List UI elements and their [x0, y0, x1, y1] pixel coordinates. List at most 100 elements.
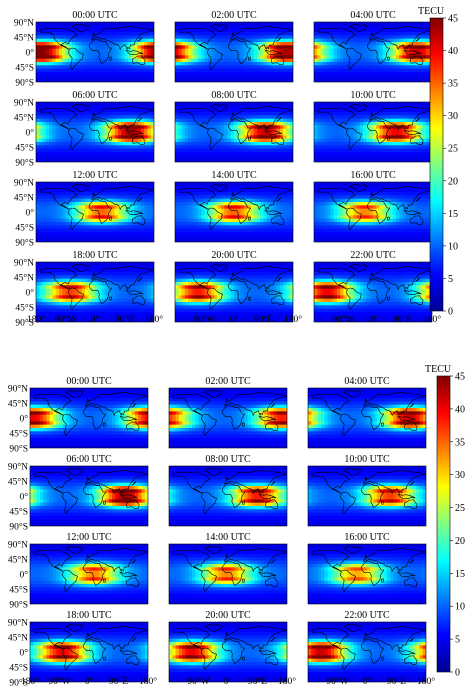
tec-cell — [230, 108, 235, 113]
tec-cell — [52, 148, 57, 153]
tec-cell — [49, 68, 53, 73]
tec-cell — [108, 195, 112, 200]
tec-cell — [131, 205, 135, 210]
tec-cell — [55, 45, 60, 50]
tec-cell — [399, 112, 403, 116]
tec-cell — [147, 105, 152, 110]
tec-cell — [379, 115, 384, 120]
tec-cell — [39, 155, 43, 160]
lat-tick-label: 45°N — [14, 33, 34, 44]
tec-cell — [273, 125, 278, 130]
tec-field — [175, 182, 293, 242]
tec-cell — [140, 152, 145, 156]
tec-cell — [289, 68, 293, 73]
tec-cell — [266, 102, 271, 106]
tec-cell — [49, 55, 53, 60]
tec-cell — [389, 78, 394, 82]
tec-cell — [369, 35, 374, 40]
tec-cell — [289, 195, 293, 200]
tec-cell — [65, 78, 70, 82]
tec-cell — [343, 138, 348, 143]
tec-cell — [405, 75, 410, 80]
tec-cell — [270, 102, 274, 106]
tec-cell — [346, 45, 351, 50]
tec-cell — [237, 155, 241, 160]
tec-cell — [366, 155, 371, 160]
tec-cell — [188, 205, 192, 210]
tec-cell — [201, 32, 205, 36]
tec-cell — [91, 238, 96, 242]
tec-cell — [330, 52, 335, 56]
tec-cell — [425, 65, 430, 70]
tec-cell — [250, 62, 255, 66]
tec-cell — [263, 38, 268, 43]
tec-cell — [194, 78, 199, 82]
tec-cell — [366, 62, 371, 66]
tec-cell — [49, 75, 53, 80]
coastline — [387, 56, 390, 61]
tec-cell — [75, 118, 80, 123]
tec-cell — [72, 132, 76, 136]
tec-cell — [78, 32, 83, 36]
tec-cell — [144, 155, 148, 160]
tec-cell — [276, 202, 281, 206]
tec-cell — [55, 182, 60, 186]
tec-cell — [425, 28, 430, 33]
tec-cell — [45, 195, 50, 200]
tec-cell — [144, 142, 148, 146]
tec-cell — [111, 58, 116, 63]
tec-cell — [62, 32, 66, 36]
tec-cell — [234, 192, 238, 196]
tec-cell — [286, 185, 291, 190]
tec-cell — [409, 55, 413, 60]
tec-cell — [327, 158, 331, 162]
tec-cell — [283, 52, 287, 56]
tec-cell — [386, 38, 390, 43]
tec-cell — [197, 182, 202, 186]
tec-cell — [376, 115, 380, 120]
tec-cell — [250, 148, 255, 153]
tec-cell — [409, 62, 413, 66]
tec-cell — [263, 58, 268, 63]
tec-cell — [117, 45, 122, 50]
tec-cell — [234, 32, 238, 36]
tec-cell — [382, 138, 387, 143]
tec-cell — [188, 195, 192, 200]
tec-cell — [191, 105, 196, 110]
tec-cell — [409, 112, 413, 116]
tec-cell — [211, 108, 215, 113]
tec-cell — [422, 132, 426, 136]
tec-cell — [323, 45, 328, 50]
tec-cell — [243, 188, 248, 193]
tec-cell — [98, 115, 102, 120]
tec-cell — [409, 65, 413, 70]
tec-cell — [144, 132, 148, 136]
tec-cell — [65, 192, 70, 196]
tec-cell — [317, 132, 321, 136]
map-title: 04:00 UTC — [350, 10, 396, 21]
tec-cell — [256, 158, 261, 162]
tec-cell — [181, 62, 186, 66]
tec-cell — [353, 35, 358, 40]
tec-cell — [104, 125, 109, 130]
tec-cell — [52, 22, 57, 26]
tec-cell — [52, 58, 57, 63]
tec-cell — [317, 118, 321, 123]
tec-cell — [104, 155, 109, 160]
tec-cell — [197, 28, 202, 33]
tec-cell — [363, 62, 367, 66]
tec-cell — [36, 62, 40, 66]
tec-cell — [55, 32, 60, 36]
tec-cell — [42, 182, 47, 186]
tec-cell — [227, 138, 232, 143]
tec-cell — [224, 42, 228, 46]
tec-cell — [121, 62, 125, 66]
tec-cell — [237, 65, 241, 70]
tec-cell — [184, 52, 189, 56]
tec-cell — [42, 212, 47, 216]
tec-cell — [95, 222, 99, 226]
tec-cell — [253, 115, 258, 120]
tec-cell — [111, 202, 116, 206]
tec-cell — [330, 32, 335, 36]
